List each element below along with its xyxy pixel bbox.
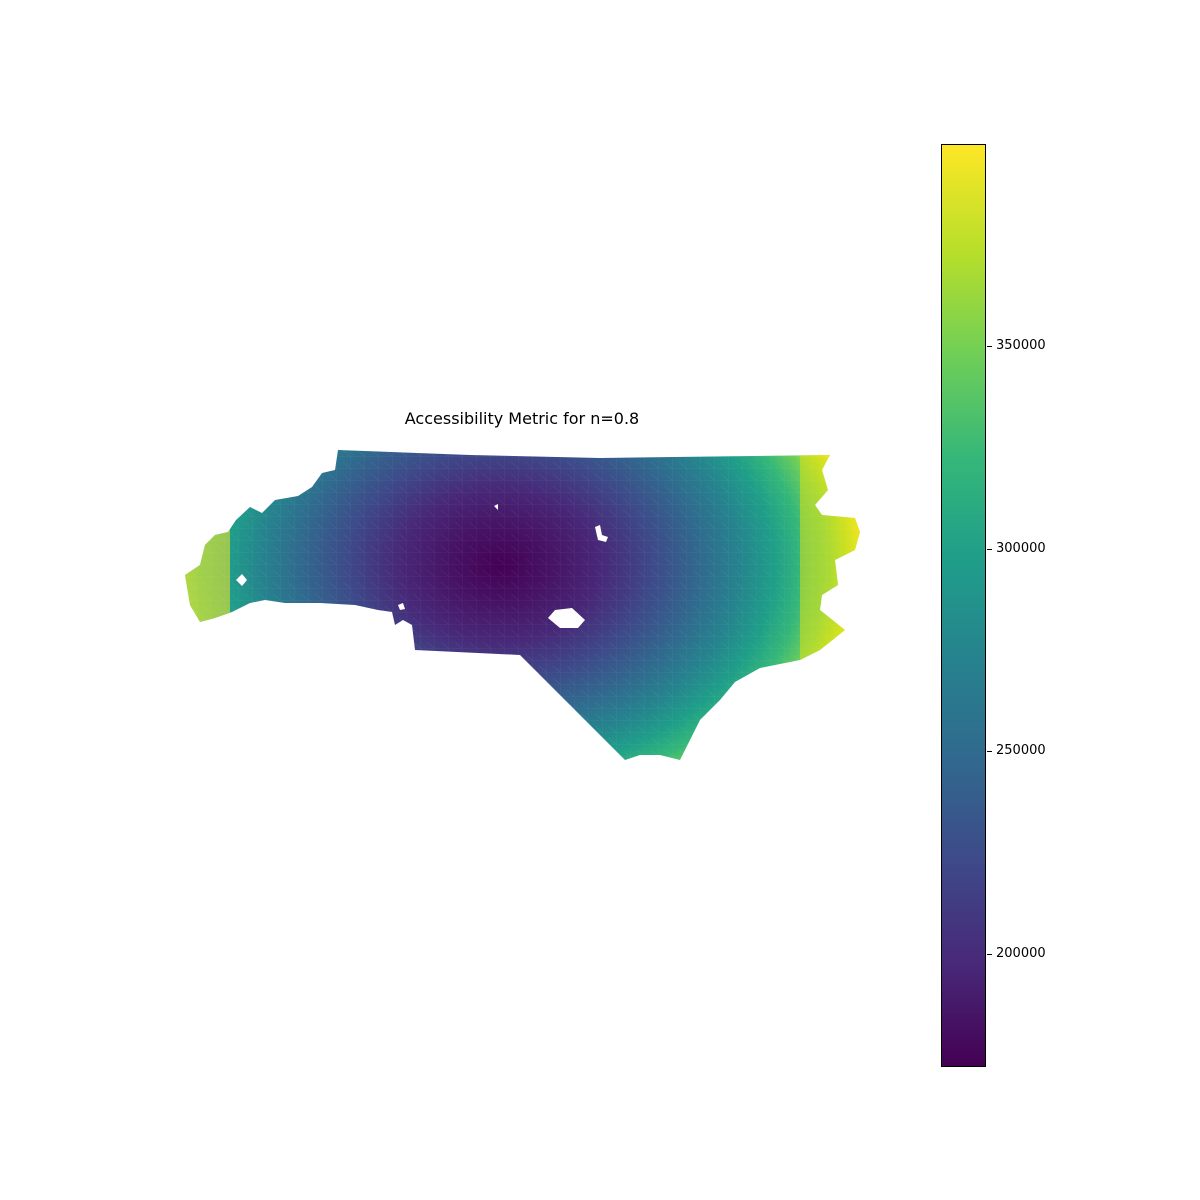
colorbar-tick bbox=[987, 346, 992, 347]
colorbar-tick-label: 250000 bbox=[996, 743, 1046, 758]
colorbar-tick bbox=[987, 549, 992, 550]
colorbar bbox=[941, 144, 986, 1067]
state-fill bbox=[185, 450, 860, 760]
map-title: Accessibility Metric for n=0.8 bbox=[404, 409, 640, 428]
lake-hole bbox=[398, 603, 405, 610]
lake-hole bbox=[595, 525, 608, 542]
colorbar-tick bbox=[987, 954, 992, 955]
lake-hole bbox=[548, 608, 585, 628]
lake-hole bbox=[494, 504, 498, 510]
colorbar-tick-label: 200000 bbox=[996, 946, 1046, 961]
colorbar-tick-label: 350000 bbox=[996, 338, 1046, 353]
colorbar-tick-label: 300000 bbox=[996, 541, 1046, 556]
lake-hole bbox=[236, 574, 247, 586]
colorbar-tick bbox=[987, 751, 992, 752]
coast-notch bbox=[690, 735, 720, 765]
